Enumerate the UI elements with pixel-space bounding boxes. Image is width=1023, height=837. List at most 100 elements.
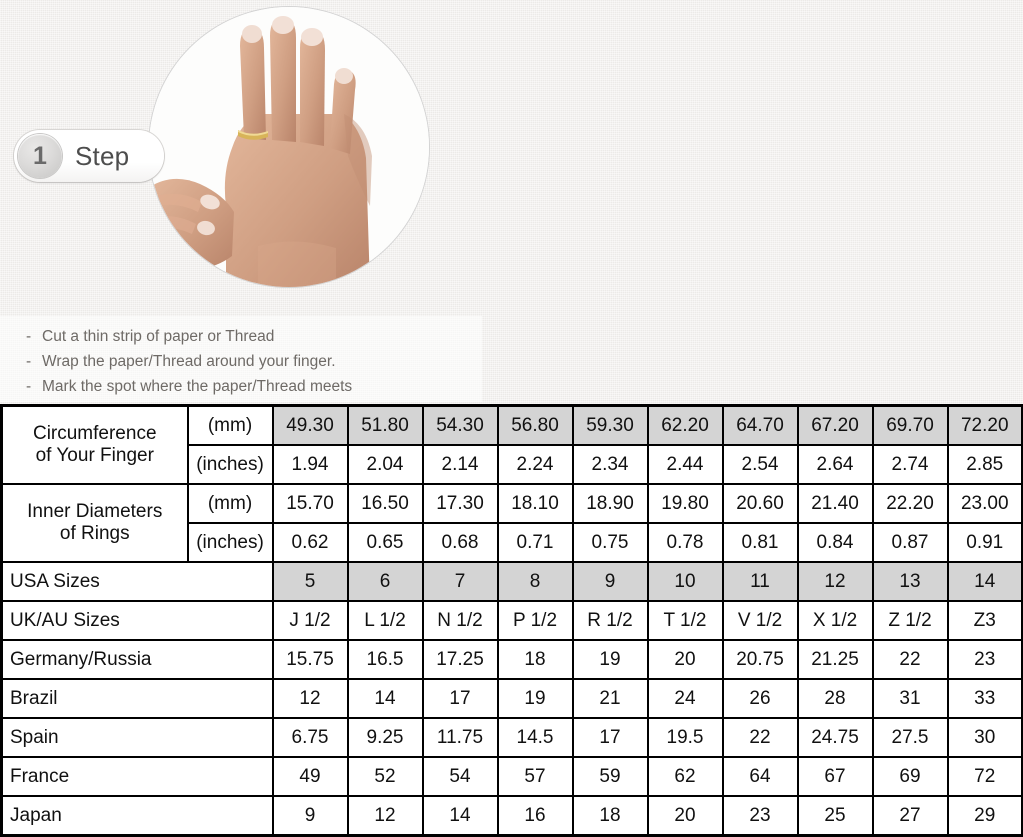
data-cell: 18: [496, 639, 574, 680]
data-cell: 14: [346, 678, 424, 719]
data-cell: 64: [721, 756, 799, 797]
data-cell: 20: [646, 795, 724, 837]
data-cell: 72: [946, 756, 1023, 797]
data-cell: 57: [496, 756, 574, 797]
data-cell: 23: [946, 639, 1023, 680]
data-cell: 8: [496, 561, 574, 602]
data-cell: 22.20: [871, 483, 949, 524]
data-cell: 19.80: [646, 483, 724, 524]
data-cell: 18.90: [571, 483, 649, 524]
step-1-label: Step: [75, 140, 130, 171]
data-cell: 67.20: [796, 404, 874, 446]
table-row: Germany/Russia 15.75 16.5 17.25 18 19 20 20.75 2…: [0, 639, 1023, 680]
data-cell: 15.70: [271, 483, 349, 524]
data-cell: 12: [346, 795, 424, 837]
data-cell: 69: [871, 756, 949, 797]
data-cell: 28: [796, 678, 874, 719]
data-cell: 16.5: [346, 639, 424, 680]
data-cell: 30: [946, 717, 1023, 758]
data-cell: 18.10: [496, 483, 574, 524]
unit-label: (mm): [186, 483, 274, 524]
data-cell: 67: [796, 756, 874, 797]
data-cell: 2.64: [796, 444, 874, 485]
row-header: France: [0, 756, 274, 797]
data-cell: 20: [646, 639, 724, 680]
table-row: (inches) 0.62 0.65 0.68 0.71 0.75 0.78 0.81 0.84…: [2, 522, 1023, 563]
data-cell: 20.75: [721, 639, 799, 680]
data-cell: 2.85: [946, 444, 1023, 485]
instruction-line: - Wrap the paper/Thread around your finge…: [26, 349, 352, 374]
row-header: Germany/Russia: [0, 639, 274, 680]
data-cell: 19: [496, 678, 574, 719]
data-cell: 11.75: [421, 717, 499, 758]
data-cell: 14: [946, 561, 1023, 602]
data-cell: 17.25: [421, 639, 499, 680]
data-cell: 14: [421, 795, 499, 837]
data-cell: 6.75: [271, 717, 349, 758]
table-row: USA Sizes 5 6 7 8 9 10 11 12 13 14: [0, 561, 1023, 602]
data-cell: 64.70: [721, 404, 799, 446]
data-cell: 0.84: [796, 522, 874, 563]
data-cell: P 1/2: [496, 600, 574, 641]
row-header: Japan: [0, 795, 274, 837]
table-body: Circumference of Your Finger (mm) 49.30 51.8…: [0, 404, 1023, 837]
data-cell: 20.60: [721, 483, 799, 524]
data-cell: R 1/2: [571, 600, 649, 641]
unit-label: (mm): [186, 404, 274, 446]
data-cell: 31: [871, 678, 949, 719]
instruction-line: - Mark the spot where the paper/Thread me…: [26, 374, 352, 399]
size-conversion-table: Circumference of Your Finger (mm) 49.30 51.8…: [0, 404, 1023, 837]
step-1-badge: 1 Step: [14, 130, 164, 182]
data-cell: 21: [571, 678, 649, 719]
data-cell: 2.74: [871, 444, 949, 485]
data-cell: 0.78: [646, 522, 724, 563]
data-cell: 59: [571, 756, 649, 797]
data-cell: 49.30: [271, 404, 349, 446]
step-panel-2: 1 2 3 MADE IN CHINA: [512, 0, 1023, 402]
data-cell: 21.25: [796, 639, 874, 680]
data-cell: 19: [571, 639, 649, 680]
bullet-dash: -: [26, 328, 32, 345]
data-cell: 19.5: [646, 717, 724, 758]
hand-with-thread-illustration: [149, 7, 429, 287]
data-cell: 26: [721, 678, 799, 719]
data-cell: 2.44: [646, 444, 724, 485]
instruction-text: Cut a thin strip of paper or Thread: [42, 328, 275, 345]
data-cell: 16: [496, 795, 574, 837]
data-cell: 0.62: [271, 522, 349, 563]
table-row: Circumference of Your Finger (mm) 49.30 51.8…: [0, 404, 1023, 485]
data-cell: 51.80: [346, 404, 424, 446]
instruction-text: Mark the spot where the paper/Thread mee…: [42, 378, 353, 395]
data-cell: 52: [346, 756, 424, 797]
data-cell: 0.71: [496, 522, 574, 563]
row-header: Inner Diameters of Rings: [0, 483, 189, 563]
step-1-text-card: [0, 316, 482, 402]
data-cell: 27: [871, 795, 949, 837]
data-cell: 2.14: [421, 444, 499, 485]
step-1-number: 1: [18, 134, 62, 178]
instruction-text: Wrap the paper/Thread around your finger…: [42, 353, 336, 370]
data-cell: V 1/2: [721, 600, 799, 641]
data-cell: 49: [271, 756, 349, 797]
data-cell: J 1/2: [271, 600, 349, 641]
data-cell: T 1/2: [646, 600, 724, 641]
row-header: Spain: [0, 717, 274, 758]
data-cell: 6: [346, 561, 424, 602]
data-cell: 56.80: [496, 404, 574, 446]
data-cell: 18: [571, 795, 649, 837]
table-row: UK/AU Sizes J 1/2 L 1/2 N 1/2 P 1/2 R 1/2 T 1/…: [0, 600, 1023, 641]
instruction-line: - Cut a thin strip of paper or Thread: [26, 324, 352, 349]
row-header: USA Sizes: [0, 561, 274, 602]
data-cell: 33: [946, 678, 1023, 719]
data-cell: 0.68: [421, 522, 499, 563]
data-cell: 0.81: [721, 522, 799, 563]
data-cell: 1.94: [271, 444, 349, 485]
data-cell: 22: [721, 717, 799, 758]
data-cell: 27.5: [871, 717, 949, 758]
data-cell: 62: [646, 756, 724, 797]
data-cell: 69.70: [871, 404, 949, 446]
data-cell: 29: [946, 795, 1023, 837]
data-cell: 2.24: [496, 444, 574, 485]
data-cell: 59.30: [571, 404, 649, 446]
